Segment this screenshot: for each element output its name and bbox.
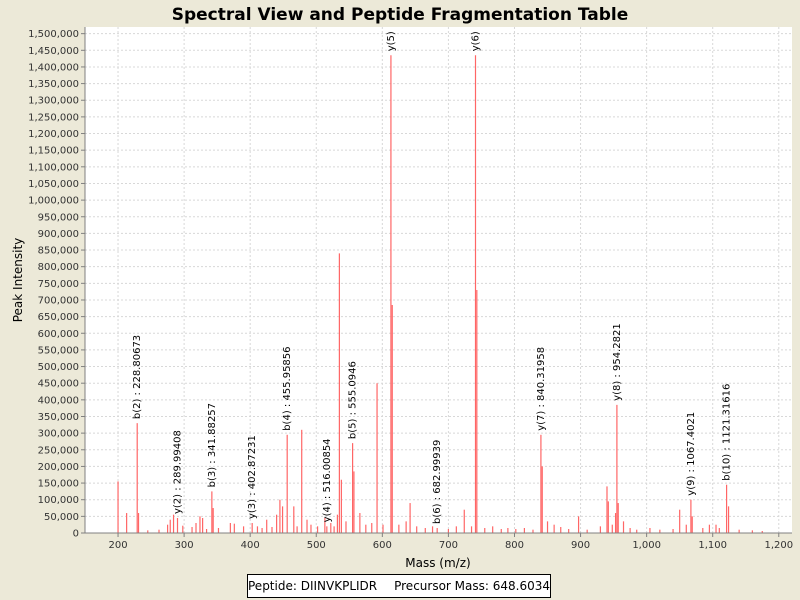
peak-annotation: y(9) : 1067.4021: [686, 412, 697, 496]
y-tick-label: 1,500,000: [28, 29, 79, 40]
y-tick-label: 1,400,000: [28, 62, 79, 73]
x-tick-label: 1,000: [632, 540, 661, 551]
y-tick-label: 300,000: [38, 429, 79, 440]
y-tick-label: 850,000: [38, 246, 79, 257]
y-tick-label: 700,000: [38, 295, 79, 306]
y-tick-label: 150,000: [38, 479, 79, 490]
peaks: [117, 55, 763, 533]
x-tick-label: 200: [108, 540, 127, 551]
peak-annotations: b(2) : 228.80673 y(2) : 289.99408 b(3) : 3…: [132, 31, 732, 524]
y-tick-label: 750,000: [38, 279, 79, 290]
x-axis-label: Mass (m/z): [405, 556, 470, 570]
y-axis-ticks: 0 50,000 100,000 150,000 200,000 250,000 300,0…: [28, 29, 85, 540]
y-axis-label: Peak Intensity: [11, 238, 25, 323]
x-tick-label: 1,200: [764, 540, 793, 551]
y-tick-label: 1,100,000: [28, 162, 79, 173]
spectrum-chart: Spectral View and Peptide Fragmentation …: [11, 5, 794, 570]
y-tick-label: 0: [73, 529, 79, 540]
peak-annotation: y(6): [471, 31, 482, 51]
peak-annotation: b(4) : 455.95856: [282, 346, 293, 430]
peak-annotation: y(4) : 516.00854: [322, 438, 333, 522]
y-tick-label: 950,000: [38, 212, 79, 223]
y-tick-label: 1,350,000: [28, 79, 79, 90]
y-tick-label: 1,250,000: [28, 112, 79, 123]
peptide-label: Peptide: DIINVKPLIDR: [248, 579, 378, 593]
y-tick-label: 500,000: [38, 362, 79, 373]
x-tick-label: 300: [175, 540, 194, 551]
y-tick-label: 350,000: [38, 412, 79, 423]
y-tick-label: 1,000,000: [28, 196, 79, 207]
y-tick-label: 600,000: [38, 329, 79, 340]
peak-annotation: y(3) : 402.87231: [247, 435, 258, 519]
peak-annotation: y(2) : 289.99408: [173, 430, 184, 514]
chart-title: Spectral View and Peptide Fragmentation …: [172, 5, 629, 25]
x-tick-label: 1,100: [698, 540, 727, 551]
legend-box: Peptide: DIINVKPLIDR Precursor Mass: 648…: [247, 574, 551, 598]
y-tick-label: 1,150,000: [28, 146, 79, 157]
y-tick-label: 1,200,000: [28, 129, 79, 140]
x-tick-label: 600: [373, 540, 392, 551]
precursor-mass-label: Precursor Mass: 648.6034: [394, 579, 550, 593]
y-tick-label: 250,000: [38, 445, 79, 456]
peak-annotation: b(6) : 682.99939: [432, 440, 443, 524]
y-tick-label: 100,000: [38, 495, 79, 506]
y-tick-label: 50,000: [44, 512, 79, 523]
peak-annotation: b(10) : 1121.31616: [722, 384, 733, 481]
y-tick-label: 200,000: [38, 462, 79, 473]
peak-annotation: b(5) : 555.0946: [348, 361, 359, 439]
y-tick-label: 1,450,000: [28, 46, 79, 57]
y-tick-label: 1,300,000: [28, 96, 79, 107]
grid-lines: [85, 27, 792, 534]
plot-area: [85, 27, 792, 533]
peak-annotation: b(2) : 228.80673: [132, 335, 143, 419]
y-tick-label: 900,000: [38, 229, 79, 240]
y-tick-label: 1,050,000: [28, 179, 79, 190]
x-tick-label: 900: [571, 540, 590, 551]
peak-annotation: y(8) : 954.2821: [612, 323, 623, 401]
y-tick-label: 800,000: [38, 262, 79, 273]
y-tick-label: 650,000: [38, 312, 79, 323]
x-tick-label: 400: [241, 540, 260, 551]
x-tick-label: 800: [505, 540, 524, 551]
peak-annotation: b(3) : 341.88257: [207, 403, 218, 487]
x-tick-label: 500: [307, 540, 326, 551]
y-tick-label: 450,000: [38, 379, 79, 390]
peak-annotation: y(5): [386, 31, 397, 51]
x-axis-ticks: 200 300 400 500 600 700 800 900 1,000 1,100 1,200: [108, 533, 793, 551]
axes: [84, 27, 792, 534]
y-tick-label: 400,000: [38, 395, 79, 406]
peak-annotation: y(7) : 840.31958: [536, 347, 547, 431]
y-tick-label: 550,000: [38, 345, 79, 356]
x-tick-label: 700: [439, 540, 458, 551]
